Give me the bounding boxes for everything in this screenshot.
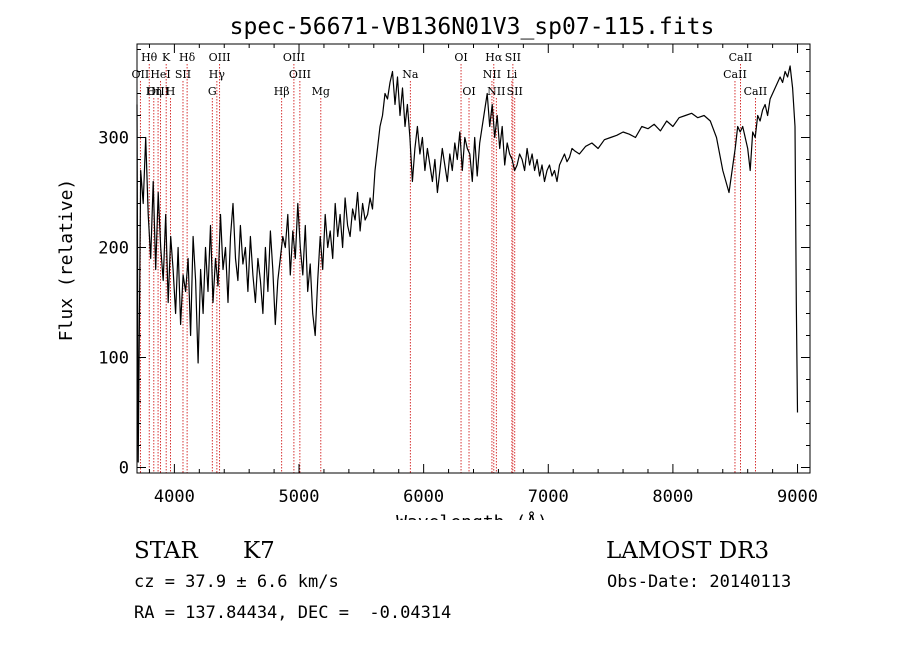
line-marker-label-20: NII <box>483 68 501 81</box>
y-tick-label-300: 300 <box>98 129 129 149</box>
x-tick-label-9000: 9000 <box>777 487 818 507</box>
line-marker-label-10: Hγ <box>209 68 226 81</box>
spectrum-chart: spec-56671-VB136N01V3_sp07-115.fits Hθ OI… <box>56 14 818 520</box>
line-marker-label-4: HeI <box>150 68 170 81</box>
line-marker-label-17: OI <box>454 51 467 64</box>
line-marker-label-5: Hη <box>146 85 162 98</box>
series-line-0 <box>136 65 799 463</box>
line-marker-label-2: OIII <box>147 85 169 98</box>
line-marker-label-13: OIII <box>289 68 311 81</box>
plot-frame <box>136 43 811 474</box>
line-marker-label-18: OI <box>462 85 475 98</box>
y-tick-label-200: 200 <box>98 239 129 259</box>
object-subclass: K7 <box>243 538 275 564</box>
line-marker-label-21: NII <box>487 85 505 98</box>
survey-label: LAMOST DR3 <box>606 538 770 564</box>
line-marker-label-16: Na <box>402 68 419 81</box>
x-tick-label-7000: 7000 <box>528 487 569 507</box>
line-marker-label-15: Mg <box>312 85 330 98</box>
coordinates-text: RA = 137.84434, DEC = -0.04314 <box>134 603 452 623</box>
chart-title: spec-56671-VB136N01V3_sp07-115.fits <box>230 14 715 40</box>
line-marker-label-26: CaII <box>723 68 747 81</box>
line-marker-label-27: CaII <box>744 85 768 98</box>
line-marker-label-11: G <box>208 85 217 98</box>
y-tick-label-100: 100 <box>98 349 129 369</box>
series-layer <box>136 65 799 463</box>
line-marker-label-8: Hδ <box>179 51 196 64</box>
object-class: STAR <box>134 538 198 564</box>
line-marker-label-14: Hβ <box>274 85 290 98</box>
x-tick-label-4000: 4000 <box>154 487 195 507</box>
line-marker-label-24: SII <box>507 85 523 98</box>
line-marker-label-22: SII <box>505 51 521 64</box>
line-marker-label-0: Hθ <box>141 51 158 64</box>
line-marker-label-6: SII <box>175 68 191 81</box>
x-axis-label: Wavelength (Å) <box>396 511 548 520</box>
redshift-text: cz = 37.9 ± 6.6 km/s <box>134 572 339 592</box>
line-marker-label-19: Hα <box>485 51 503 64</box>
x-tick-label-6000: 6000 <box>403 487 444 507</box>
line-markers: Hθ OII OIII K HeI Hη SII H Hδ OIII Hγ G OIII OIII Hβ Mg… <box>132 51 768 473</box>
line-marker-label-7: H <box>166 85 176 98</box>
obs-date-text: Obs-Date: 20140113 <box>607 572 792 592</box>
axis-ticks: 4000 5000 6000 7000 8000 9000 0 100 200 300 <box>98 44 818 507</box>
line-marker-label-1: OII <box>132 68 150 81</box>
x-tick-label-5000: 5000 <box>279 487 320 507</box>
line-marker-label-23: Li <box>506 68 517 81</box>
y-tick-label-0: 0 <box>119 459 129 479</box>
x-tick-label-8000: 8000 <box>652 487 693 507</box>
line-marker-label-3: K <box>162 51 171 64</box>
line-marker-label-25: CaII <box>729 51 753 64</box>
line-marker-label-9: OIII <box>209 51 231 64</box>
y-axis-label: Flux (relative) <box>56 179 77 342</box>
line-marker-label-12: OIII <box>283 51 305 64</box>
